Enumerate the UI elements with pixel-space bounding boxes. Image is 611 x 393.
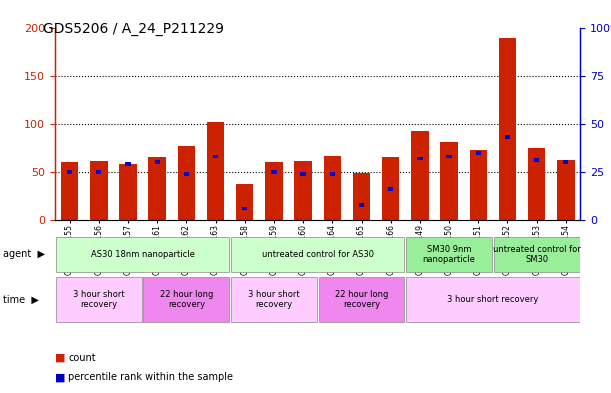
Text: AS30 18nm nanoparticle: AS30 18nm nanoparticle xyxy=(90,250,194,259)
Text: percentile rank within the sample: percentile rank within the sample xyxy=(68,372,233,382)
Text: ■: ■ xyxy=(55,372,65,382)
Bar xyxy=(236,184,254,220)
FancyBboxPatch shape xyxy=(144,277,229,322)
Bar xyxy=(563,160,568,164)
FancyBboxPatch shape xyxy=(318,277,404,322)
Bar xyxy=(388,187,393,191)
Text: SM30 9nm
nanoparticle: SM30 9nm nanoparticle xyxy=(423,245,475,264)
Bar xyxy=(295,162,312,220)
Bar xyxy=(411,132,429,220)
Bar xyxy=(67,170,72,174)
Bar xyxy=(382,158,400,220)
Bar xyxy=(505,135,510,139)
Bar xyxy=(178,146,195,220)
Bar xyxy=(417,156,423,160)
Text: 3 hour short
recovery: 3 hour short recovery xyxy=(73,290,125,309)
Bar xyxy=(119,164,137,220)
FancyBboxPatch shape xyxy=(406,237,492,272)
Bar xyxy=(271,170,277,174)
Bar xyxy=(148,158,166,220)
FancyBboxPatch shape xyxy=(56,277,142,322)
Text: untreated control for AS30: untreated control for AS30 xyxy=(262,250,374,259)
FancyBboxPatch shape xyxy=(231,237,404,272)
Text: agent  ▶: agent ▶ xyxy=(3,250,45,259)
Text: 3 hour short
recovery: 3 hour short recovery xyxy=(248,290,300,309)
Bar xyxy=(528,148,546,220)
Bar xyxy=(125,162,131,166)
Bar xyxy=(184,172,189,176)
FancyBboxPatch shape xyxy=(406,277,580,322)
Bar xyxy=(441,142,458,220)
Text: ■: ■ xyxy=(55,353,65,363)
Bar xyxy=(330,172,335,176)
FancyBboxPatch shape xyxy=(494,237,580,272)
Bar xyxy=(155,160,160,164)
Bar xyxy=(213,154,218,158)
FancyBboxPatch shape xyxy=(56,237,229,272)
Bar xyxy=(499,38,516,220)
Text: GDS5206 / A_24_P211229: GDS5206 / A_24_P211229 xyxy=(43,22,224,36)
Text: time  ▶: time ▶ xyxy=(3,295,39,305)
Bar xyxy=(207,122,224,220)
Bar xyxy=(96,170,101,174)
Text: untreated control for
SM30: untreated control for SM30 xyxy=(493,245,580,264)
Bar xyxy=(353,173,370,220)
Bar xyxy=(242,207,247,211)
Bar xyxy=(265,162,283,220)
Bar xyxy=(475,151,481,154)
Text: 22 hour long
recovery: 22 hour long recovery xyxy=(159,290,213,309)
Bar xyxy=(469,150,487,220)
Bar xyxy=(359,203,364,207)
Text: 22 hour long
recovery: 22 hour long recovery xyxy=(335,290,388,309)
Bar xyxy=(90,162,108,220)
FancyBboxPatch shape xyxy=(231,277,317,322)
Bar xyxy=(324,156,341,220)
Bar xyxy=(557,160,574,220)
Bar xyxy=(301,172,306,176)
Text: count: count xyxy=(68,353,96,363)
Text: 3 hour short recovery: 3 hour short recovery xyxy=(447,295,538,304)
Bar xyxy=(447,154,452,158)
Bar xyxy=(61,162,78,220)
Bar xyxy=(534,158,540,162)
